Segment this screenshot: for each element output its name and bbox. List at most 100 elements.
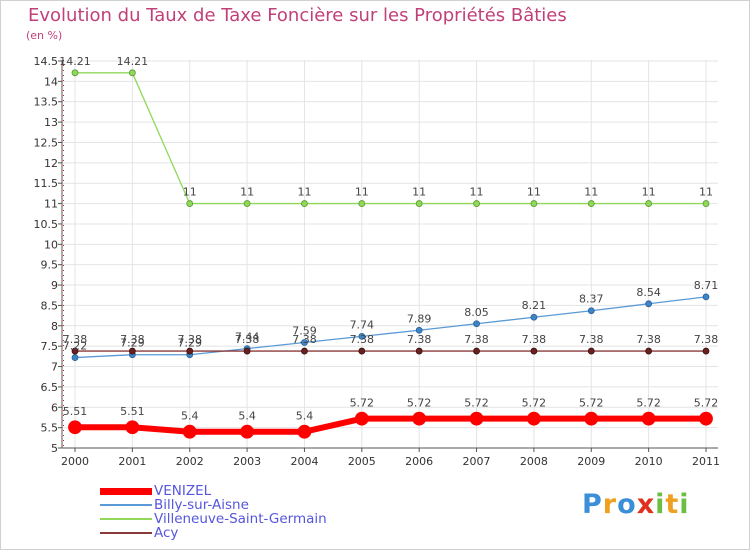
data-point-venizel bbox=[699, 411, 713, 426]
y-tick-label: 11.5 bbox=[34, 177, 59, 190]
data-point-acy bbox=[587, 347, 595, 355]
data-label-venizel: 5.72 bbox=[350, 397, 375, 410]
data-label-venizel: 5.72 bbox=[464, 397, 489, 410]
data-point-acy bbox=[186, 347, 194, 355]
data-label-acy: 7.38 bbox=[120, 333, 145, 346]
y-tick-label: 6.5 bbox=[41, 381, 59, 394]
data-label-villeneuve: 11 bbox=[642, 186, 656, 199]
data-point-venizel bbox=[469, 411, 484, 426]
data-point-acy bbox=[71, 347, 79, 355]
axes bbox=[58, 60, 718, 452]
series-venizel bbox=[68, 411, 713, 439]
data-point-venizel bbox=[641, 411, 656, 426]
data-point-acy bbox=[530, 347, 538, 355]
data-point-villeneuve bbox=[243, 200, 251, 207]
x-tick-label: 2001 bbox=[118, 455, 146, 468]
y-tick-label: 5.5 bbox=[41, 422, 59, 435]
series-line-venizel bbox=[75, 415, 706, 435]
data-point-venizel bbox=[354, 411, 369, 426]
data-point-acy bbox=[301, 347, 308, 355]
data-point-acy bbox=[243, 347, 251, 355]
data-label-billy: 7.89 bbox=[407, 312, 432, 325]
data-label-billy: 7.29 bbox=[177, 337, 202, 350]
data-label-acy: 7.38 bbox=[177, 333, 202, 346]
x-tick-label: 2004 bbox=[290, 455, 318, 468]
data-point-acy bbox=[702, 347, 710, 355]
legend-label-venizel: VENIZEL bbox=[154, 483, 212, 499]
data-point-villeneuve bbox=[186, 200, 194, 207]
series-line-villeneuve bbox=[75, 72, 706, 205]
legend-swatch-billy bbox=[100, 504, 152, 506]
legend-item-billy: Billy-sur-Aisne bbox=[100, 498, 327, 512]
data-label-acy: 7.38 bbox=[63, 333, 88, 346]
data-label-billy: 8.37 bbox=[579, 293, 604, 306]
data-point-billy bbox=[473, 320, 480, 328]
data-label-villeneuve: 11 bbox=[527, 186, 541, 199]
y-tick-label: 12.5 bbox=[34, 136, 59, 149]
chart-title: Evolution du Taux de Taxe Foncière sur l… bbox=[28, 5, 567, 26]
y-tick-label: 11 bbox=[44, 198, 58, 211]
data-label-billy: 8.05 bbox=[464, 306, 489, 319]
data-label-billy: 8.71 bbox=[694, 279, 719, 292]
x-tick-label: 2010 bbox=[635, 455, 663, 468]
data-label-villeneuve: 11 bbox=[584, 186, 598, 199]
data-point-billy bbox=[301, 339, 308, 346]
y-tick-label: 9.5 bbox=[41, 259, 59, 272]
y-tick-label: 5 bbox=[51, 442, 58, 455]
series-billy bbox=[71, 293, 710, 361]
y-tick-label: 12 bbox=[44, 157, 58, 170]
data-point-venizel bbox=[584, 411, 599, 426]
data-point-venizel bbox=[125, 420, 140, 435]
data-point-villeneuve bbox=[587, 200, 595, 207]
legend: VENIZEL Billy-sur-Aisne Villeneuve-Saint… bbox=[100, 484, 327, 540]
y-tick-label: 10.5 bbox=[34, 218, 59, 231]
x-tick-label: 2002 bbox=[176, 455, 204, 468]
data-label-villeneuve: 11 bbox=[183, 186, 197, 199]
x-tick-label: 2007 bbox=[463, 455, 491, 468]
y-tick-label: 6 bbox=[51, 401, 58, 414]
legend-swatch-acy bbox=[100, 532, 152, 534]
data-label-venizel: 5.4 bbox=[238, 410, 256, 423]
data-point-venizel bbox=[297, 424, 312, 439]
data-point-venizel bbox=[240, 424, 254, 439]
data-label-venizel: 5.4 bbox=[181, 410, 199, 423]
x-tick-label: 2003 bbox=[233, 455, 261, 468]
series-villeneuve bbox=[71, 69, 710, 207]
y-tick-label: 14 bbox=[44, 75, 58, 88]
data-point-venizel bbox=[68, 420, 82, 435]
data-point-venizel bbox=[527, 411, 541, 426]
data-label-venizel: 5.72 bbox=[636, 397, 661, 410]
data-point-villeneuve bbox=[530, 200, 538, 207]
y-tick-label: 7 bbox=[51, 361, 58, 374]
data-label-acy: 7.38 bbox=[579, 333, 604, 346]
unit-label: (en %) bbox=[26, 29, 63, 42]
data-label-villeneuve: 14.21 bbox=[59, 55, 91, 68]
data-label-acy: 7.38 bbox=[694, 333, 719, 346]
x-tick-label: 2000 bbox=[61, 455, 89, 468]
data-label-venizel: 5.72 bbox=[694, 397, 719, 410]
data-point-billy bbox=[415, 326, 423, 334]
data-label-acy: 7.38 bbox=[522, 333, 547, 346]
data-point-villeneuve bbox=[473, 200, 480, 207]
data-point-acy bbox=[645, 347, 653, 355]
data-label-acy: 7.38 bbox=[407, 333, 432, 346]
y-tick-label: 9 bbox=[51, 279, 58, 292]
y-tick-label: 13 bbox=[44, 116, 58, 129]
series-acy bbox=[71, 347, 710, 355]
data-point-venizel bbox=[412, 411, 427, 426]
grid-lines bbox=[62, 60, 718, 449]
data-point-villeneuve bbox=[645, 200, 653, 207]
data-point-billy bbox=[530, 313, 538, 321]
data-label-billy: 7.22 bbox=[63, 340, 88, 353]
data-label-acy: 7.38 bbox=[292, 333, 317, 346]
data-point-villeneuve bbox=[358, 200, 366, 207]
data-point-billy bbox=[645, 300, 653, 308]
legend-label-villeneuve: Villeneuve-Saint-Germain bbox=[154, 511, 327, 527]
y-tick-label: 7.5 bbox=[41, 340, 59, 353]
data-label-venizel: 5.72 bbox=[407, 397, 432, 410]
x-tick-label: 2008 bbox=[520, 455, 548, 468]
data-label-billy: 8.54 bbox=[636, 286, 661, 299]
x-tick-label: 2009 bbox=[577, 455, 605, 468]
legend-item-venizel: VENIZEL bbox=[100, 484, 327, 498]
